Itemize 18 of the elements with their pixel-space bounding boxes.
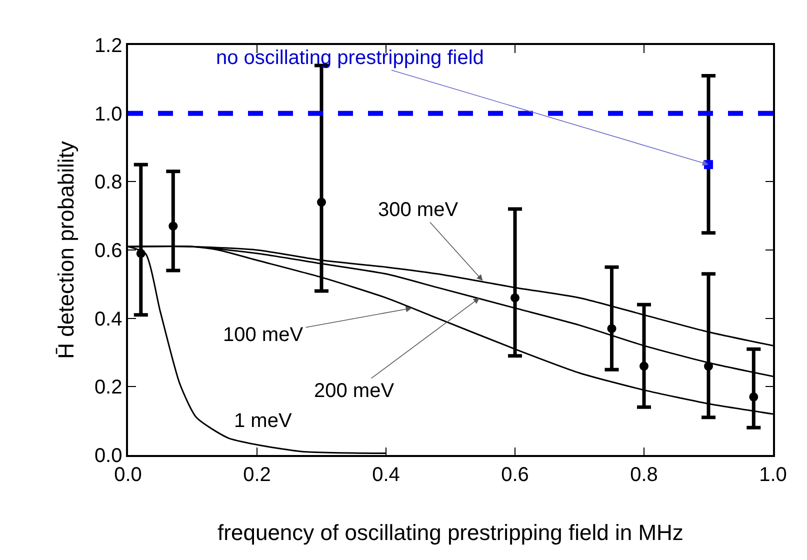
x-tick-label: 1.0 [759,464,787,486]
x-tick-label: 0.8 [630,464,658,486]
annotation: 200 meV [314,380,395,402]
y-axis-title: H̄ detection probability [54,141,79,359]
y-tick-label: 0.4 [94,308,122,330]
y-tick-label: 1.2 [94,35,122,57]
x-tick-label: 0.2 [243,464,271,486]
annotation: 100 meV [223,324,304,346]
x-axis-title: frequency of oscillating prestripping field in MHz [218,520,684,546]
annotation: 1 meV [234,410,292,432]
x-tick-label: 0.4 [372,464,400,486]
x-tick-label: 0.6 [501,464,529,486]
y-tick-label: 0.2 [94,376,122,399]
y-tick-label: 1.0 [94,103,122,126]
annotation: no oscillating prestripping field [216,47,484,69]
y-tick-label: 0.8 [94,172,122,194]
annotation: 300 meV [378,199,459,221]
y-tick-label: 0.6 [94,240,122,262]
